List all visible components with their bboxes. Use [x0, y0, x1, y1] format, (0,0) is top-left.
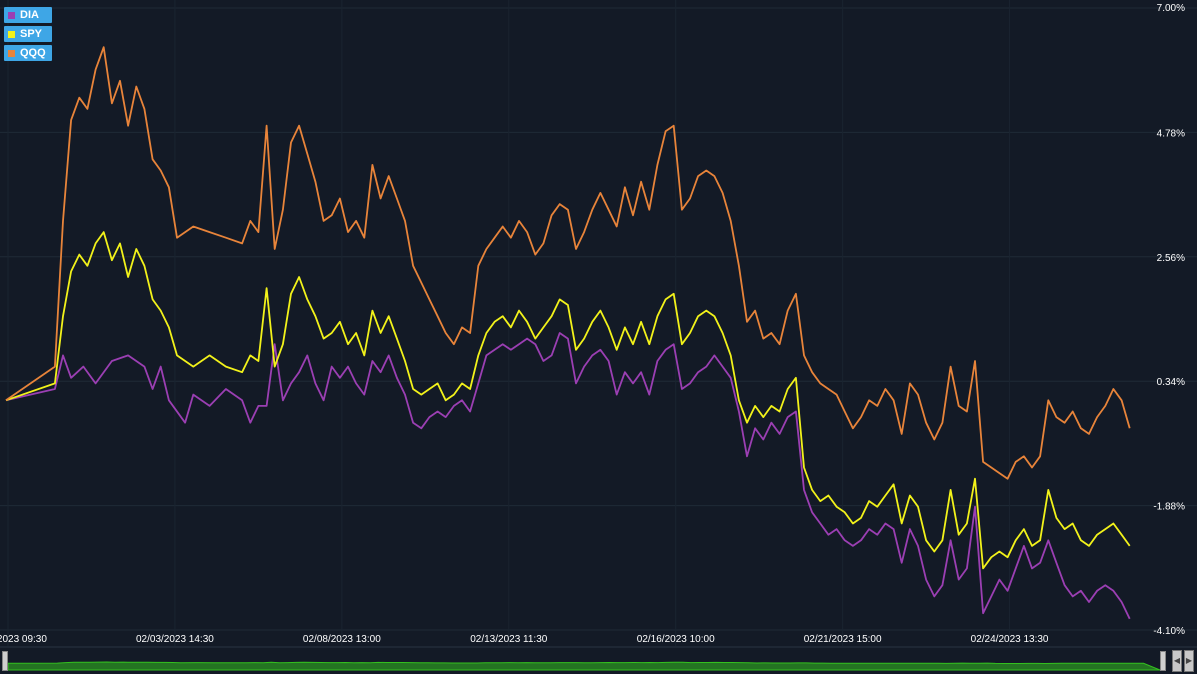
x-tick-label: 02/16/2023 10:00: [637, 634, 715, 645]
x-tick-label: 02/08/2023 13:00: [303, 634, 381, 645]
series-line-spy[interactable]: [5, 231, 1131, 570]
legend-item-dia[interactable]: DIA: [4, 7, 52, 23]
legend-label-qqq: QQQ: [20, 47, 46, 59]
grid: [0, 7, 1197, 631]
y-tick-label: 2.56%: [1157, 253, 1185, 264]
legend-label-dia: DIA: [20, 9, 39, 21]
scroll-left-button[interactable]: ◀: [1172, 650, 1182, 672]
legend-swatch-spy: [8, 30, 15, 38]
series-line-dia[interactable]: [5, 332, 1131, 620]
y-tick-label: 0.34%: [1157, 377, 1185, 388]
legend-label-spy: SPY: [20, 28, 43, 40]
legend-swatch-dia: [8, 11, 15, 19]
legend-item-qqq[interactable]: QQQ: [4, 45, 52, 61]
legend: DIA SPY QQQ: [4, 7, 52, 61]
legend-swatch-qqq: [8, 49, 15, 57]
navigator-left-handle[interactable]: [2, 651, 8, 671]
y-tick-label: 4.78%: [1157, 128, 1185, 139]
y-tick-label: -1.88%: [1153, 502, 1185, 513]
navigator-series: [7, 661, 1161, 671]
y-axis: 7.00% 4.78% 2.56% 0.34% -1.88% -4.10%: [1153, 3, 1185, 637]
series-line-qqq[interactable]: [5, 46, 1131, 480]
y-tick-label: 7.00%: [1157, 3, 1185, 14]
y-tick-label: -4.10%: [1153, 626, 1185, 637]
x-tick-label: 02/01/2023 09:30: [0, 634, 47, 645]
scroll-right-button[interactable]: ▶: [1184, 650, 1194, 672]
x-tick-label: 02/13/2023 11:30: [470, 634, 548, 645]
legend-item-spy[interactable]: SPY: [4, 26, 52, 42]
navigator[interactable]: [0, 646, 1197, 671]
x-tick-label: 02/24/2023 13:30: [971, 634, 1049, 645]
navigator-right-handle[interactable]: [1160, 651, 1166, 671]
x-tick-label: 02/03/2023 14:30: [136, 634, 214, 645]
x-tick-label: 02/21/2023 15:00: [804, 634, 882, 645]
x-axis: 02/01/2023 09:30 02/03/2023 14:30 02/08/20…: [0, 634, 1049, 645]
series-lines: [5, 46, 1131, 620]
